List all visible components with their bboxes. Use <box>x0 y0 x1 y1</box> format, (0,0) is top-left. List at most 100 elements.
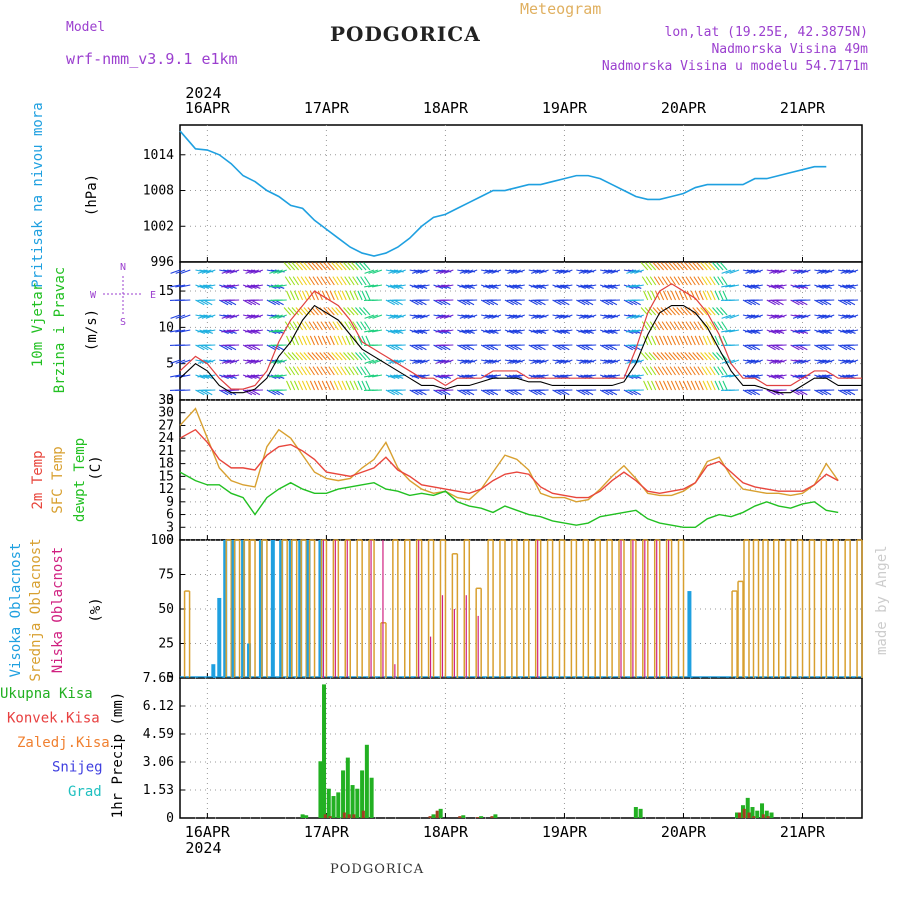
wind-arrow <box>717 321 724 331</box>
wind-arrow <box>748 329 759 333</box>
wind-arrow <box>674 335 680 346</box>
wind-arrow <box>331 262 339 271</box>
temp-ylabel-3: (C) <box>88 455 104 480</box>
wind-arrow <box>175 269 186 274</box>
wind-arrow <box>528 299 538 306</box>
wind-arrow <box>266 389 276 396</box>
wind-arrow <box>701 321 708 331</box>
wind-arrow <box>713 321 720 331</box>
wind-arrow <box>284 276 292 286</box>
wind-arrow <box>205 284 216 288</box>
cloud-ylabel-2: Niska Oblacnost <box>50 547 66 673</box>
wind-arrow <box>745 269 756 274</box>
wind-arrow <box>660 352 669 361</box>
y-tick-label: 6 <box>166 508 174 523</box>
wind-arrow <box>364 366 371 376</box>
cloud-bars <box>180 539 863 678</box>
wind-arrow <box>459 359 470 364</box>
wind-arrow <box>307 352 315 361</box>
wind-arrow <box>305 335 312 346</box>
panel-clouds: 100 75 50 25 0 <box>151 533 863 686</box>
wind-arrow <box>343 352 351 361</box>
wind-arrow <box>364 329 375 333</box>
wind-arrow <box>349 380 355 391</box>
wind-arrow <box>291 307 300 316</box>
wind-arrow <box>355 262 363 271</box>
wind-arrow <box>313 290 319 301</box>
wind-arrow <box>705 366 712 376</box>
wind-arrow <box>439 374 450 378</box>
wind-arrow <box>324 366 331 376</box>
wind-arrow <box>277 269 287 274</box>
precip-legend-2: Zaledj.Kisa <box>17 735 110 751</box>
wind-arrow <box>483 329 494 333</box>
wind-arrow <box>343 307 351 316</box>
wind-arrow <box>706 380 712 391</box>
wind-arrow <box>304 276 311 286</box>
wind-arrow <box>480 389 491 396</box>
wind-arrow <box>848 269 859 274</box>
wind-arrow <box>676 352 684 361</box>
wind-arrow <box>297 380 304 391</box>
wind-arrow <box>626 269 637 274</box>
wind-arrow <box>582 329 593 333</box>
wind-arrow <box>395 329 406 333</box>
wind-arrow <box>748 374 759 378</box>
temp-sfc-line <box>179 407 839 503</box>
wind-arrow <box>623 299 633 306</box>
top-date-label: 19APR <box>542 99 588 117</box>
y-tick-label: 100 <box>151 533 174 548</box>
wind-arrow <box>665 276 673 286</box>
wind-arrow <box>467 329 478 333</box>
wind-arrow <box>221 314 232 319</box>
wind-arrow <box>364 276 371 286</box>
wind-arrow <box>392 269 402 274</box>
precip-total-bar <box>350 785 355 818</box>
wind-arrow <box>796 314 807 319</box>
wind-arrow <box>772 329 783 333</box>
wind-arrow <box>554 359 565 364</box>
wind-arrow <box>576 344 586 351</box>
wind-arrow <box>538 359 549 364</box>
wind-arrow <box>197 269 208 274</box>
panel-precip: 7.65 6.12 4.59 3.06 1.53 0 <box>143 671 863 826</box>
wind-arrow <box>692 352 700 361</box>
wind-arrow <box>356 321 363 331</box>
precip-total-bar <box>318 761 323 818</box>
wind-barbs <box>169 262 859 396</box>
wind-arrow <box>336 276 343 286</box>
wind-arrow <box>678 335 684 346</box>
wind-arrow <box>718 380 724 391</box>
wind-ylabel-2: Brzina i Pravac <box>52 267 68 393</box>
wind-arrow <box>668 352 676 361</box>
wind-arrow <box>660 262 669 271</box>
wind-arrow <box>709 321 716 331</box>
wind-arrow <box>170 374 181 378</box>
wind-arrow <box>677 321 684 331</box>
wind-arrow <box>629 284 640 288</box>
wind-arrow <box>311 307 319 316</box>
y-tick-label: 24 <box>158 431 174 446</box>
wind-arrow <box>800 284 811 288</box>
wind-arrow <box>766 344 776 351</box>
wind-arrow <box>293 290 300 301</box>
wind-arrow <box>419 374 430 378</box>
wind-arrow <box>602 359 613 364</box>
wind-arrow <box>534 359 545 364</box>
wind-arrow <box>415 374 426 378</box>
wind-arrow <box>669 276 676 286</box>
wind-arrow <box>634 269 644 274</box>
wind-arrow <box>287 262 296 271</box>
wind-arrow <box>180 284 191 288</box>
y-tick-label: 33 <box>158 393 174 408</box>
y-tick-label: 15 <box>158 469 174 484</box>
wind-arrow <box>273 269 283 274</box>
wind-arrow <box>578 374 589 378</box>
precip-total-bar <box>769 812 774 818</box>
wind-arrow <box>729 284 740 288</box>
panel-pressure: 1014 1008 1002 996 <box>143 124 863 270</box>
wind-arrow <box>682 380 688 391</box>
wind-arrow <box>792 269 803 274</box>
wind-arrow <box>293 335 300 346</box>
wind-arrow <box>328 276 335 286</box>
